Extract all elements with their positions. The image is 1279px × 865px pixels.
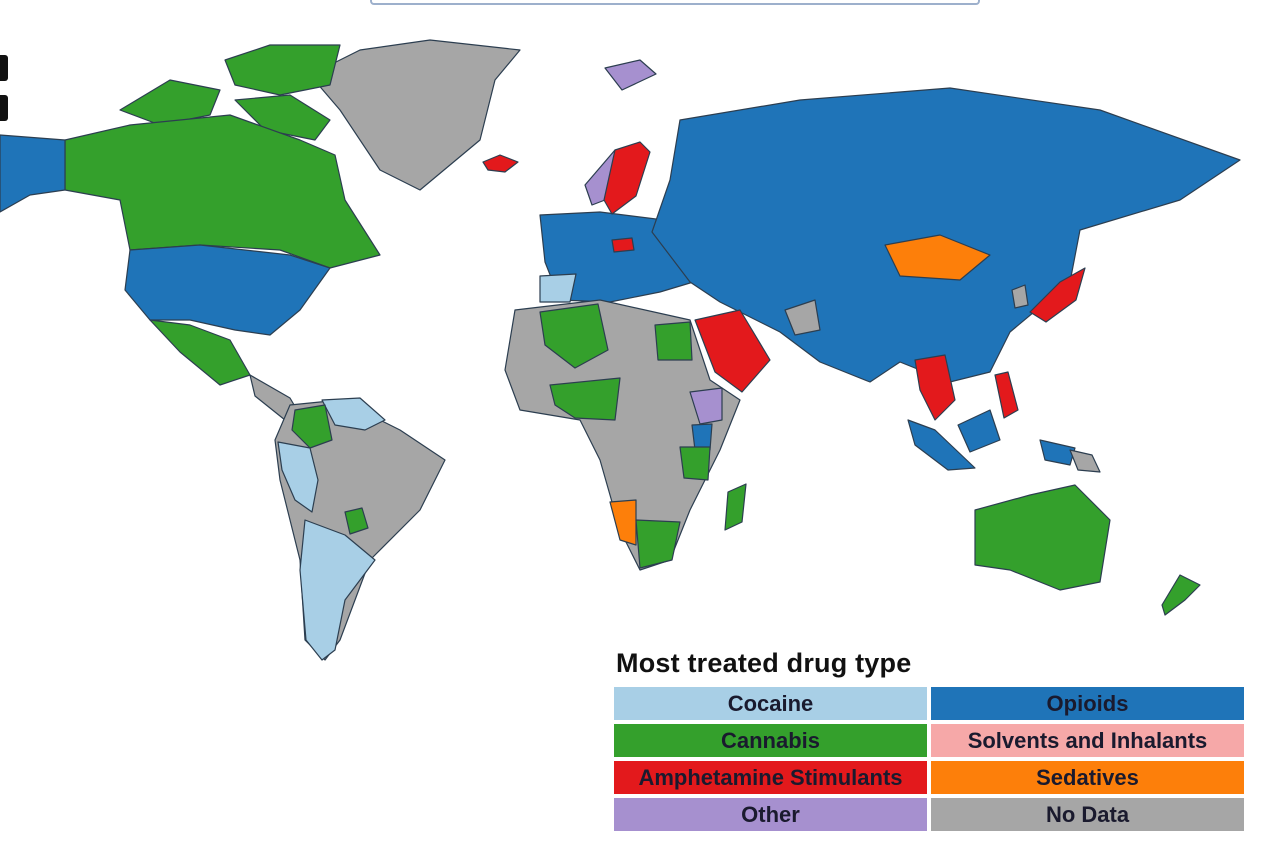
canada: [64, 114, 381, 269]
legend-item: Cocaine: [614, 687, 927, 720]
legend-item: Solvents and Inhalants: [931, 724, 1244, 757]
paraguay: [344, 507, 369, 535]
algeria: [539, 303, 609, 369]
west-africa: [549, 377, 621, 421]
afghanistan: [784, 299, 821, 336]
south-africa: [635, 519, 681, 569]
peru: [277, 441, 319, 513]
czech-republic: [611, 237, 635, 253]
legend-item: Opioids: [931, 687, 1244, 720]
svalbard: [604, 59, 657, 91]
philippines: [994, 371, 1019, 419]
zoom-in-button[interactable]: [0, 55, 8, 81]
saudi-arabia: [694, 309, 771, 393]
argentina-chile: [299, 519, 376, 661]
borneo: [957, 409, 1001, 453]
kenya: [691, 423, 713, 451]
legend-item: Other: [614, 798, 927, 831]
legend-item: No Data: [931, 798, 1244, 831]
tanzania: [679, 446, 711, 481]
japan: [1029, 267, 1086, 323]
alaska: [0, 134, 66, 213]
mongolia: [884, 234, 991, 281]
new-guinea: [1039, 439, 1076, 466]
search-box-edge[interactable]: [370, 0, 980, 5]
colombia: [291, 404, 333, 449]
arctic-island: [224, 44, 341, 96]
usa: [124, 244, 331, 336]
legend-grid: Cocaine Opioids Cannabis Solvents and Inhal…: [614, 687, 1250, 831]
namibia: [609, 499, 637, 546]
legend: Most treated drug type Cocaine Opioids Can…: [614, 648, 1250, 831]
papua: [1069, 449, 1101, 473]
madagascar: [724, 483, 747, 531]
sumatra: [907, 419, 976, 471]
sweden: [603, 141, 651, 215]
arctic-island: [234, 94, 331, 141]
zoom-out-button[interactable]: [0, 95, 8, 121]
iceland: [482, 154, 519, 173]
egypt: [654, 321, 693, 361]
korea: [1011, 284, 1029, 309]
legend-item: Amphetamine Stimulants: [614, 761, 927, 794]
spain: [539, 273, 577, 303]
ethiopia: [689, 387, 723, 425]
greenland: [309, 39, 521, 191]
legend-item: Sedatives: [931, 761, 1244, 794]
new-zealand: [1161, 574, 1201, 616]
australia: [974, 484, 1111, 591]
venezuela: [321, 397, 386, 431]
thailand: [914, 354, 956, 421]
regions: [0, 39, 1241, 661]
legend-item: Cannabis: [614, 724, 927, 757]
legend-title: Most treated drug type: [616, 648, 912, 678]
